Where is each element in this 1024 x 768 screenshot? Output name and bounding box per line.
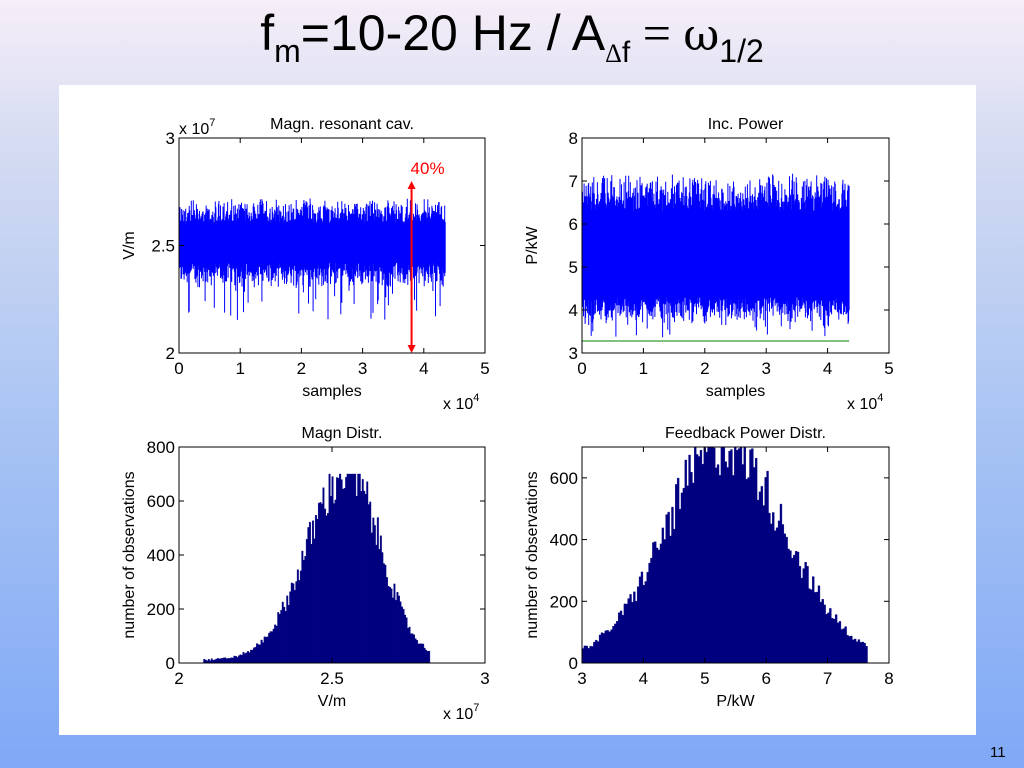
chart-title: Magn. resonant cav.	[270, 116, 414, 133]
x-tick-label: 2	[700, 359, 709, 378]
title-equals: =	[630, 5, 684, 61]
x-tick-label: 0	[174, 359, 183, 378]
y-axis-label: V/m	[121, 231, 138, 259]
x-tick-label: 3	[761, 359, 770, 378]
x-tick-label: 0	[577, 359, 586, 378]
y-axis-label: number of observations	[524, 471, 541, 638]
x-tick-label: 3	[577, 669, 586, 688]
y-multiplier-exponent: 7	[209, 117, 215, 129]
y-tick-label: 5	[569, 258, 578, 277]
x-multiplier-exponent: 4	[877, 392, 883, 404]
y-multiplier-base: x 10	[179, 121, 209, 138]
title-range: =10-20 Hz / A	[300, 5, 606, 61]
y-tick-label: 3	[569, 344, 578, 363]
plot-frame	[581, 446, 890, 664]
title-f: f	[260, 5, 275, 61]
x-tick-label: 4	[639, 669, 648, 688]
y-multiplier: x 107	[179, 117, 215, 138]
chart-magn-distr: 2 2.5 3 0 200 400 600 800 Magn Distr. V/m number o…	[121, 425, 490, 723]
x-tick-label: 6	[761, 669, 770, 688]
x-tick-label: 1	[235, 359, 244, 378]
title-a-subscript-f: f	[621, 36, 631, 69]
x-multiplier: x 107	[443, 702, 479, 723]
y-axis-label: P/kW	[524, 225, 541, 264]
x-tick-label: 2.5	[320, 669, 344, 688]
title-f-subscript: m	[274, 33, 301, 69]
histogram-bars	[581, 446, 868, 664]
figure-panel: 40% 0 1 2 3 4 5 2 2.5 3 Magn. resonant cav. samples…	[59, 85, 976, 735]
x-multiplier: x 104	[847, 392, 883, 413]
chart-magn-resonant-cav: 40% 0 1 2 3 4 5 2 2.5 3 Magn. resonant cav. samples…	[121, 116, 490, 413]
x-axis-label: P/kW	[716, 693, 755, 710]
y-tick-label: 400	[147, 546, 175, 565]
y-tick-label: 4	[569, 301, 578, 320]
y-tick-label: 2.5	[151, 237, 175, 256]
x-tick-label: 2	[174, 669, 183, 688]
x-tick-label: 7	[823, 669, 832, 688]
slide-title: fm=10-20 Hz / AΔf = ω1/2	[0, 2, 1024, 85]
x-multiplier-base: x 10	[443, 396, 473, 413]
chart-title: Inc. Power	[708, 116, 784, 133]
y-tick-label: 2	[166, 344, 175, 363]
x-multiplier-base: x 10	[847, 396, 877, 413]
x-multiplier-exponent: 7	[473, 702, 479, 714]
y-tick-label: 8	[569, 129, 578, 148]
y-tick-label: 0	[569, 654, 578, 673]
y-tick-label: 600	[550, 469, 578, 488]
title-a-subscript-delta: Δ	[605, 39, 622, 68]
trace-dense-band	[582, 211, 850, 298]
x-axis-label: samples	[302, 383, 362, 400]
x-tick-label: 4	[419, 359, 428, 378]
y-tick-label: 7	[569, 172, 578, 191]
annotation-arrow-head-top	[407, 181, 416, 189]
x-tick-label: 5	[700, 669, 709, 688]
x-tick-label: 3	[358, 359, 367, 378]
page-number: 11	[990, 744, 1006, 761]
x-multiplier-exponent: 4	[473, 392, 479, 404]
y-tick-label: 200	[550, 592, 578, 611]
y-tick-label: 3	[166, 129, 175, 148]
y-tick-label: 600	[147, 492, 175, 511]
x-tick-label: 3	[480, 669, 489, 688]
title-omega: ω	[683, 10, 720, 61]
x-tick-label: 5	[884, 359, 893, 378]
x-tick-label: 5	[480, 359, 489, 378]
x-tick-label: 4	[823, 359, 832, 378]
x-axis-label: V/m	[318, 693, 346, 710]
x-axis-label: samples	[706, 383, 766, 400]
y-tick-label: 800	[147, 438, 175, 457]
trace-dense-band	[179, 224, 446, 263]
chart-feedback-power-distr: 3 4 5 6 7 8 0 200 400 600 Feedback Power Distr. P/k…	[524, 425, 894, 710]
annotation-label: 40%	[411, 159, 445, 178]
y-tick-label: 6	[569, 215, 578, 234]
x-tick-label: 2	[297, 359, 306, 378]
x-tick-label: 1	[639, 359, 648, 378]
plot-frame	[581, 137, 890, 354]
histogram-bars	[203, 473, 431, 664]
y-tick-label: 0	[166, 654, 175, 673]
y-axis-label: number of observations	[121, 471, 138, 638]
x-multiplier: x 104	[443, 392, 479, 413]
figure-canvas: 40% 0 1 2 3 4 5 2 2.5 3 Magn. resonant cav. samples…	[121, 116, 894, 723]
chart-title: Feedback Power Distr.	[665, 425, 826, 442]
y-tick-label: 200	[147, 600, 175, 619]
x-multiplier-base: x 10	[443, 706, 473, 723]
y-tick-label: 400	[550, 531, 578, 550]
title-omega-subscript: 1/2	[719, 33, 764, 69]
chart-title: Magn Distr.	[302, 425, 383, 442]
annotation-arrow-head-bottom	[407, 345, 416, 353]
x-tick-label: 8	[884, 669, 893, 688]
